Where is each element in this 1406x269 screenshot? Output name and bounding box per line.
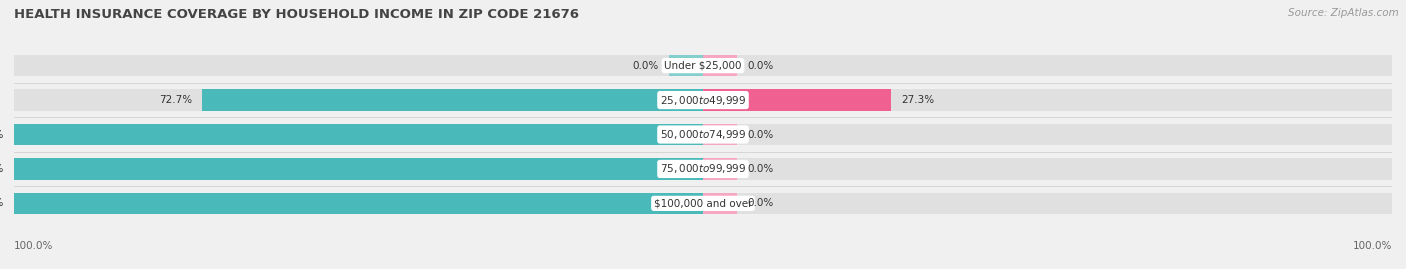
Text: $100,000 and over: $100,000 and over (654, 198, 752, 208)
Text: 0.0%: 0.0% (748, 164, 775, 174)
Bar (14, 158, 703, 180)
Bar (669, 55, 703, 76)
Bar (14, 55, 1392, 76)
Text: 100.0%: 100.0% (0, 164, 4, 174)
Text: 100.0%: 100.0% (14, 241, 53, 251)
Bar (703, 124, 738, 145)
Text: 27.3%: 27.3% (901, 95, 935, 105)
Bar (14, 89, 1392, 111)
Text: Source: ZipAtlas.com: Source: ZipAtlas.com (1288, 8, 1399, 18)
Text: 72.7%: 72.7% (159, 95, 191, 105)
Text: $50,000 to $74,999: $50,000 to $74,999 (659, 128, 747, 141)
Text: $25,000 to $49,999: $25,000 to $49,999 (659, 94, 747, 107)
Text: 0.0%: 0.0% (748, 129, 775, 140)
Bar (14, 158, 1392, 180)
Text: 0.0%: 0.0% (631, 61, 658, 71)
Bar (703, 193, 738, 214)
Bar (202, 89, 703, 111)
Text: 100.0%: 100.0% (1353, 241, 1392, 251)
Bar (14, 193, 1392, 214)
Text: $75,000 to $99,999: $75,000 to $99,999 (659, 162, 747, 175)
Text: 100.0%: 100.0% (0, 129, 4, 140)
Bar (703, 158, 738, 180)
Text: 0.0%: 0.0% (748, 61, 775, 71)
Text: HEALTH INSURANCE COVERAGE BY HOUSEHOLD INCOME IN ZIP CODE 21676: HEALTH INSURANCE COVERAGE BY HOUSEHOLD I… (14, 8, 579, 21)
Text: Under $25,000: Under $25,000 (664, 61, 742, 71)
Text: 0.0%: 0.0% (748, 198, 775, 208)
Bar (703, 55, 738, 76)
Text: 100.0%: 100.0% (0, 198, 4, 208)
Bar (14, 193, 703, 214)
Bar (14, 124, 703, 145)
Bar (703, 89, 891, 111)
Bar (14, 124, 1392, 145)
